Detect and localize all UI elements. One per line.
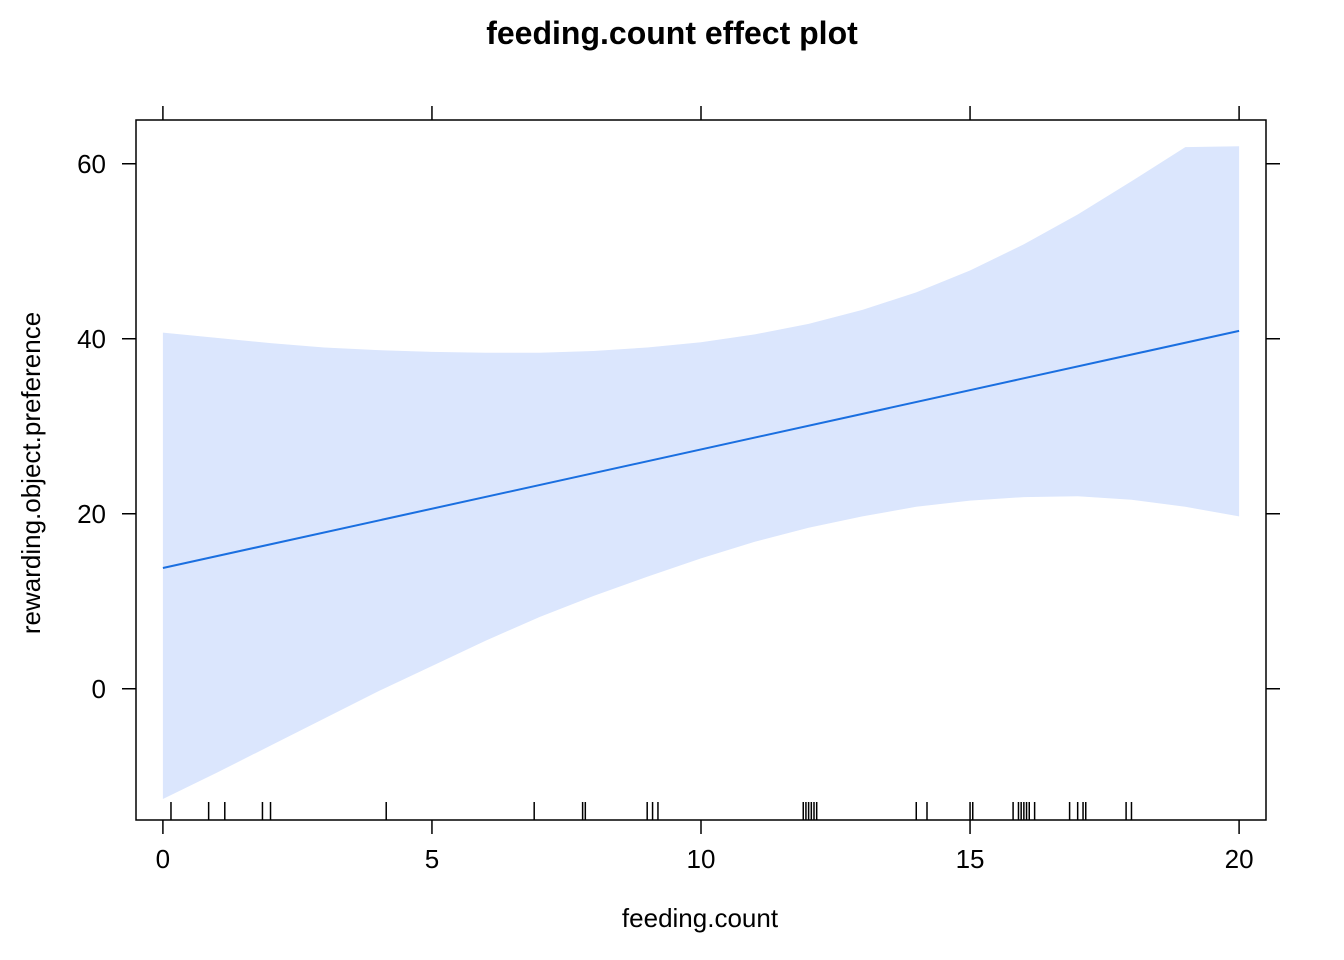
x-tick-label: 5 [425,844,439,874]
y-tick-label: 0 [92,674,106,704]
axes-layer: 0 5 10 15 20 0 20 40 60 [77,106,1280,874]
y-axis-label: rewarding.object.preference [16,312,46,634]
y-tick-label: 20 [77,499,106,529]
rug-layer [170,802,1133,820]
x-tick-label: 20 [1225,844,1254,874]
confidence-band [162,146,1240,800]
effect-line-layer [162,329,1240,569]
confidence-band-layer [162,146,1240,800]
effect-line [162,329,1240,569]
x-axis-label: feeding.count [622,903,779,933]
x-tick-label: 0 [156,844,170,874]
x-tick-label: 15 [956,844,985,874]
y-tick-label: 40 [77,324,106,354]
chart-title: feeding.count effect plot [486,15,858,51]
x-tick-label: 10 [687,844,716,874]
y-tick-label: 60 [77,149,106,179]
